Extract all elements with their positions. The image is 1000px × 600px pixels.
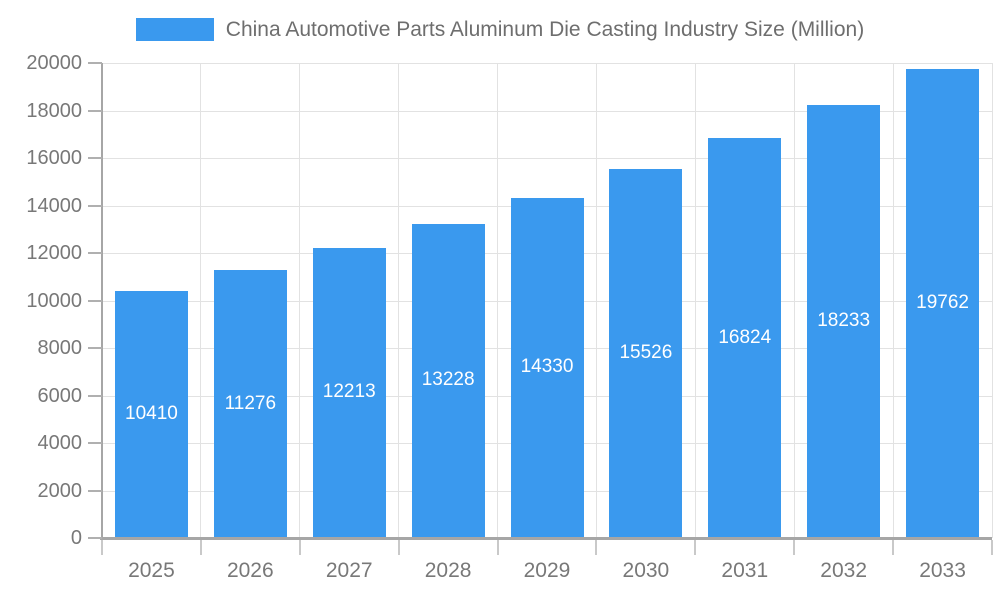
y-axis-tick-label: 14000 <box>26 194 82 217</box>
x-axis-tick <box>595 540 598 555</box>
bar[interactable]: 12213 <box>312 247 386 537</box>
x-axis-tick-label: 2032 <box>820 559 868 582</box>
legend-series-label[interactable]: China Automotive Parts Aluminum Die Cast… <box>225 18 865 41</box>
bar[interactable]: 18233 <box>807 104 881 537</box>
x-axis-tick-label: 2026 <box>226 559 274 582</box>
x-axis-tick-label: 2031 <box>721 559 769 582</box>
bar-value-label: 10410 <box>125 402 178 424</box>
x-axis-tick <box>101 540 103 555</box>
y-axis-tick-label: 8000 <box>37 337 83 359</box>
y-axis-tick-label: 2000 <box>37 479 83 502</box>
y-axis-tick <box>88 62 102 64</box>
gridline-vertical <box>299 63 301 538</box>
x-axis-tick-label: 2028 <box>424 559 472 582</box>
x-axis-tick-label: 2030 <box>622 559 670 582</box>
gridline-horizontal <box>102 158 992 159</box>
gridline-horizontal <box>102 63 992 64</box>
gridline-vertical <box>694 63 696 538</box>
x-axis-tick <box>694 540 697 555</box>
y-axis-tick <box>88 537 102 539</box>
y-axis-tick <box>88 157 102 159</box>
y-axis-tick <box>88 394 102 397</box>
gridline-vertical <box>892 63 894 538</box>
y-axis-tick-label: 6000 <box>37 384 83 407</box>
x-axis-tick-label: 2033 <box>919 559 966 582</box>
y-axis-tick <box>88 442 102 444</box>
x-axis-tick <box>991 540 993 555</box>
gridline-vertical <box>497 63 499 538</box>
bar[interactable]: 10410 <box>114 290 188 537</box>
x-axis-tick <box>397 540 400 555</box>
y-axis-tick <box>88 204 102 207</box>
y-axis-tick-label: 18000 <box>26 99 82 122</box>
bar[interactable]: 14330 <box>510 197 584 537</box>
x-axis-tick <box>793 540 796 555</box>
gridline-vertical <box>200 63 202 538</box>
x-axis-tick-label: 2027 <box>325 559 373 582</box>
x-axis-tick <box>892 540 895 555</box>
y-axis-tick <box>88 489 102 492</box>
gridline-vertical <box>595 63 597 538</box>
bar-value-label: 11276 <box>224 392 277 414</box>
y-axis-tick <box>88 347 102 349</box>
legend-swatch[interactable] <box>135 18 214 41</box>
y-axis-tick-label: 12000 <box>26 242 82 264</box>
gridline-vertical <box>991 63 993 538</box>
y-axis-tick-label: 16000 <box>26 147 82 169</box>
y-axis-tick <box>88 252 102 254</box>
gridline-vertical <box>793 63 795 538</box>
bar[interactable]: 16824 <box>708 138 782 537</box>
bar[interactable]: 19762 <box>906 68 980 537</box>
legend: China Automotive Parts Aluminum Die Cast… <box>0 17 1000 42</box>
bar[interactable]: 11276 <box>213 270 287 537</box>
y-axis-tick-label: 4000 <box>37 432 83 454</box>
bar-value-label: 19762 <box>916 291 969 313</box>
x-axis-tick <box>199 540 202 555</box>
bar-value-label: 16824 <box>718 326 772 348</box>
bar-value-label: 15526 <box>619 342 673 364</box>
y-axis-tick <box>88 299 102 302</box>
bar-value-label: 18233 <box>817 309 871 331</box>
x-axis-tick-label: 2029 <box>523 559 571 582</box>
y-axis-tick-label: 10000 <box>26 289 82 312</box>
y-axis-tick-label: 20000 <box>26 52 82 74</box>
y-axis-tick-label: 0 <box>70 527 82 549</box>
bar[interactable]: 13228 <box>411 223 485 537</box>
x-axis-tick <box>298 540 301 555</box>
x-axis-tick-label: 2025 <box>128 559 175 582</box>
bar-value-label: 13228 <box>421 369 475 391</box>
x-axis-tick <box>496 540 499 555</box>
x-axis-line <box>100 537 992 540</box>
bar-value-label: 12213 <box>322 381 376 403</box>
gridline-vertical <box>398 63 400 538</box>
y-axis-tick <box>88 109 102 112</box>
bar-value-label: 14330 <box>520 356 574 378</box>
bar[interactable]: 15526 <box>609 169 683 537</box>
gridline-horizontal <box>102 110 992 112</box>
y-axis-line <box>101 63 103 540</box>
